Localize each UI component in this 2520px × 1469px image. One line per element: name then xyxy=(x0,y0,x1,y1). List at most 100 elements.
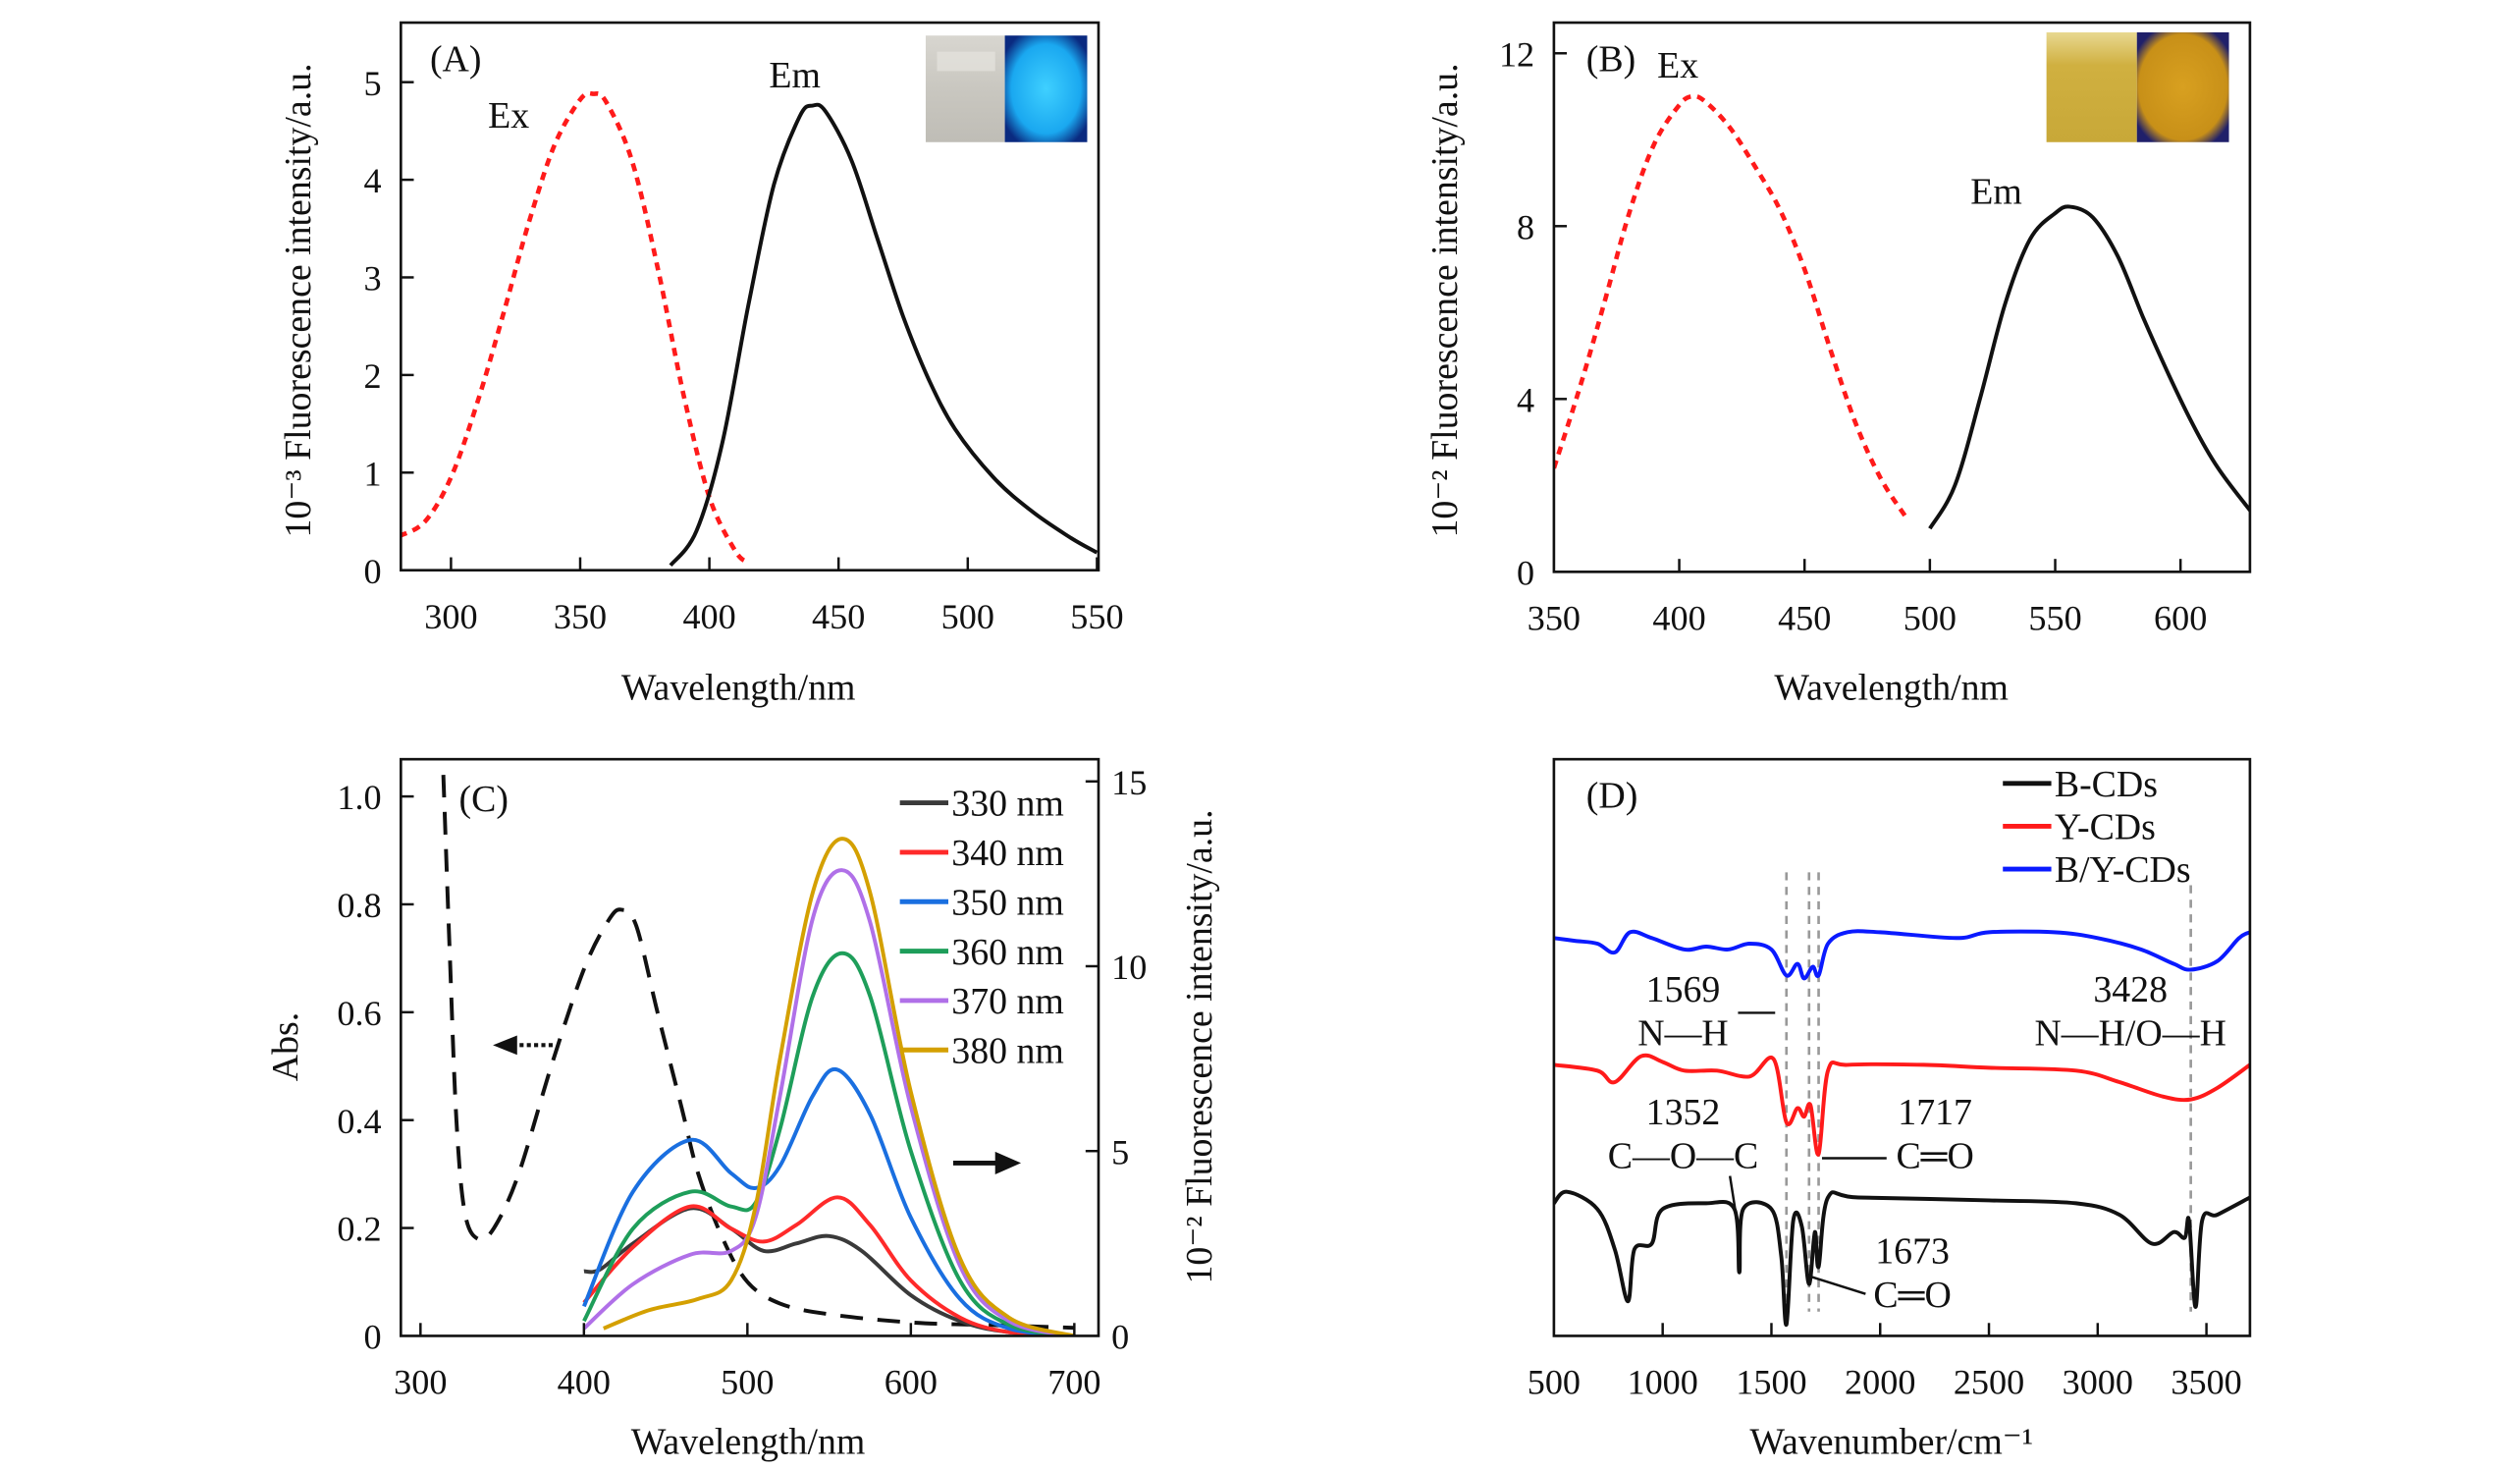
x-axis-label-c: Wavelength/nm xyxy=(631,1422,866,1463)
panel-b-excitation-emission: 350 400 450 500 550 600 0 4 8 12 xyxy=(1499,21,2252,638)
panel-label-b: (B) xyxy=(1586,38,1635,80)
cuvette-uv-blue xyxy=(1004,35,1088,142)
x-tick-label-b: 450 xyxy=(1778,599,1831,638)
x-tick-label-b: 400 xyxy=(1652,599,1705,638)
x-tick-label-b: 600 xyxy=(2154,599,2207,638)
series-ex xyxy=(1553,93,1907,517)
legend-label: 370 nm xyxy=(951,981,1064,1022)
y-tick-label-a: 1 xyxy=(364,454,382,493)
cuvette-daylight-yellow xyxy=(2046,31,2137,142)
legend-label: Y-CDs xyxy=(2055,807,2156,848)
legend-item: B-CDs xyxy=(2003,764,2158,805)
x-tick-label-a: 550 xyxy=(1070,597,1123,636)
legend-item: 340 nm xyxy=(899,833,1064,874)
legend-label: 330 nm xyxy=(951,784,1064,825)
legend-label: B-CDs xyxy=(2055,764,2158,805)
panel-label-d: (D) xyxy=(1586,776,1638,817)
cuvette-uv-yellow xyxy=(2136,31,2229,142)
series-360-nm xyxy=(582,951,1075,1336)
y-tick-label-a: 4 xyxy=(364,161,382,200)
x-axis-label-d: Wavenumber/cm⁻¹ xyxy=(1749,1422,2033,1463)
series-350-nm xyxy=(582,1066,1075,1336)
axes-frame-c xyxy=(400,757,1100,1337)
y-right-tick-label-c: 15 xyxy=(1111,763,1147,802)
annotation-ex-b: Ex xyxy=(1657,45,1698,86)
series-b-y-cds xyxy=(1553,929,2250,981)
legend-label: 360 nm xyxy=(951,932,1064,973)
y-axis-label-b: 10⁻² Fluorescence intensity/a.u. xyxy=(1424,63,1466,537)
axes-frame-b xyxy=(1552,21,2252,573)
series-330-nm xyxy=(583,1206,1075,1336)
y-tick-label-a: 3 xyxy=(364,259,382,299)
legend-item: 360 nm xyxy=(899,932,1064,973)
y-tick-label-a: 5 xyxy=(364,64,382,103)
arrow-right-fluorescence xyxy=(952,1151,1022,1174)
axes-frame-d xyxy=(1552,757,2252,1337)
absorbance-curve xyxy=(441,775,1075,1331)
x-tick-label-b: 550 xyxy=(2028,599,2081,638)
cuvette-daylight xyxy=(925,35,1005,142)
panel-label-a: (A) xyxy=(430,38,482,80)
legend-item: 370 nm xyxy=(899,981,1064,1022)
x-tick-label-a: 400 xyxy=(682,597,735,636)
inset-photo-yellow-cds xyxy=(2046,31,2229,142)
annotation-1673: 1673 xyxy=(1875,1230,1950,1272)
x-tick-label-d: 2000 xyxy=(1845,1363,1915,1402)
x-tick-label-d: 1000 xyxy=(1627,1363,1697,1402)
x-tick-label-a: 450 xyxy=(812,597,865,636)
y-tick-label-c: 0.4 xyxy=(337,1102,381,1141)
panel-label-c: (C) xyxy=(459,779,509,820)
x-tick-label-c: 600 xyxy=(885,1363,938,1402)
y-tick-label-b: 8 xyxy=(1517,207,1534,246)
series-em xyxy=(1928,204,2250,530)
series-em xyxy=(669,102,1099,568)
y-tick-label-b: 12 xyxy=(1499,34,1534,74)
axes-frame-a xyxy=(400,21,1100,572)
series-b-cds xyxy=(1553,1189,2250,1327)
plot-area-a xyxy=(401,90,1099,568)
x-tick-label-c: 700 xyxy=(1047,1363,1100,1402)
annotation-1717: 1717 xyxy=(1898,1092,1972,1133)
arrow-left-absorbance xyxy=(493,1035,553,1056)
x-tick-label-b: 500 xyxy=(1903,599,1957,638)
y-tick-label-a: 2 xyxy=(364,356,382,396)
legend-item: 330 nm xyxy=(899,784,1064,825)
annotation-1352: 1352 xyxy=(1646,1092,1721,1133)
y-tick-label-b: 0 xyxy=(1517,554,1534,593)
x-axis-label-b: Wavelength/nm xyxy=(1774,667,2009,708)
series-370-nm xyxy=(582,868,1075,1336)
x-tick-label-d: 3000 xyxy=(2063,1363,2133,1402)
x-tick-label-d: 1500 xyxy=(1736,1363,1806,1402)
x-tick-label-d: 500 xyxy=(1528,1363,1581,1402)
x-tick-label-a: 300 xyxy=(424,597,477,636)
y-right-tick-label-c: 10 xyxy=(1111,948,1147,987)
y-axis-label-a: 10⁻³ Fluorescence intensity/a.u. xyxy=(278,63,319,537)
legend-label: 350 nm xyxy=(951,882,1064,923)
y-tick-label-c: 0.6 xyxy=(337,994,381,1033)
annotation-1569-bond: N—H xyxy=(1637,1012,1728,1054)
series-ex xyxy=(401,90,750,565)
plot-area-c xyxy=(441,775,1075,1336)
annotation-1717-bond: C═O xyxy=(1896,1135,1973,1176)
legend-label: 340 nm xyxy=(951,833,1064,874)
plot-area-b xyxy=(1553,93,2250,530)
annotation-1569: 1569 xyxy=(1646,969,1721,1010)
legend-item: B/Y-CDs xyxy=(2003,849,2191,891)
legend-label: B/Y-CDs xyxy=(2055,849,2191,891)
y-right-tick-label-c: 0 xyxy=(1111,1318,1129,1357)
annotation-em-a: Em xyxy=(769,55,821,96)
annotation-3428-bond: N—H/O—H xyxy=(2034,1012,2225,1054)
x-tick-label-c: 500 xyxy=(721,1363,774,1402)
y-tick-label-a: 0 xyxy=(364,552,382,591)
x-tick-label-d: 3500 xyxy=(2171,1363,2241,1402)
y-axis-label-right-c: 10⁻² Fluorescence intensity/a.u. xyxy=(1179,809,1220,1283)
panel-a-excitation-emission: 300 350 400 450 500 550 0 1 2 3 4 5 xyxy=(364,21,1124,636)
series-380-nm xyxy=(603,837,1075,1336)
ftir-annotations: 1569 N—H 3428 N—H/O—H 1352 C—O—C 1717 C═… xyxy=(1608,969,2226,1316)
annotation-3428: 3428 xyxy=(2093,969,2168,1010)
y-right-tick-label-c: 5 xyxy=(1111,1132,1129,1171)
x-tick-label-b: 350 xyxy=(1528,599,1581,638)
panel-d-ftir: 500 1000 1500 2000 2500 3000 3500 xyxy=(1528,757,2252,1402)
